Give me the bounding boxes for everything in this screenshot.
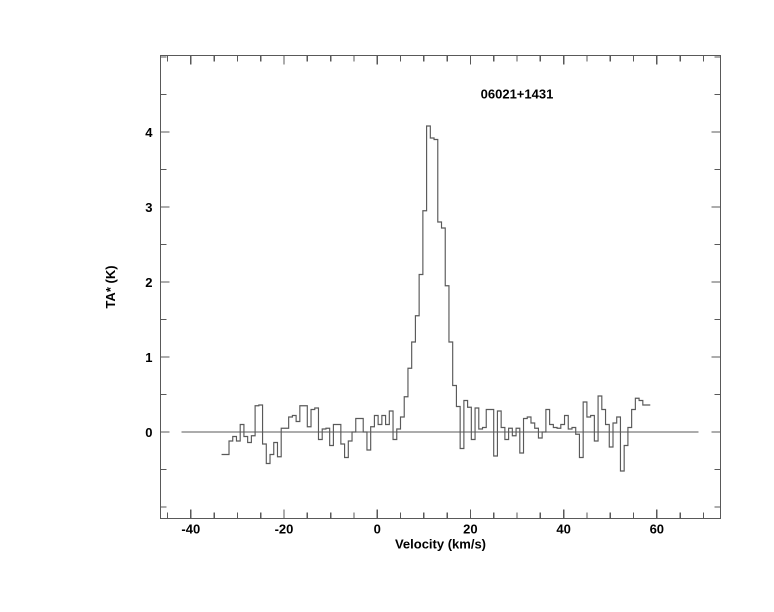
y-tick-label-3: 3 bbox=[145, 200, 152, 215]
y-axis-title: TA* (K) bbox=[103, 265, 118, 308]
x-axis-tick-labels: -40 -20 0 20 40 60 bbox=[181, 522, 664, 537]
x-axis-top-ticks bbox=[166, 55, 705, 65]
plot-frame bbox=[159, 54, 722, 520]
y-axis-major-ticks bbox=[160, 131, 170, 433]
source-name-label: 06021+1431 bbox=[481, 86, 554, 101]
y-tick-label-1: 1 bbox=[145, 350, 152, 365]
y-tick-label-2: 2 bbox=[145, 275, 152, 290]
y-tick-label-0: 0 bbox=[145, 425, 152, 440]
y-axis-minor-ticks bbox=[160, 56, 167, 508]
x-axis-minor-ticks bbox=[166, 512, 705, 519]
y-tick-label-4: 4 bbox=[145, 125, 153, 140]
x-axis-major-ticks bbox=[190, 509, 658, 519]
x-tick-label-0: 0 bbox=[374, 522, 381, 537]
x-tick-label-60: 60 bbox=[650, 522, 664, 537]
x-tick-label--40: -40 bbox=[181, 522, 200, 537]
x-tick-label--20: -20 bbox=[275, 522, 294, 537]
frame-border bbox=[159, 54, 722, 520]
spectrum-trace bbox=[221, 125, 651, 472]
x-tick-label-20: 20 bbox=[463, 522, 477, 537]
x-axis-title: Velocity (km/s) bbox=[395, 537, 486, 552]
y-axis-right-ticks bbox=[711, 56, 721, 508]
y-axis-tick-labels: 0 1 2 3 4 bbox=[145, 125, 153, 440]
x-tick-label-40: 40 bbox=[556, 522, 570, 537]
